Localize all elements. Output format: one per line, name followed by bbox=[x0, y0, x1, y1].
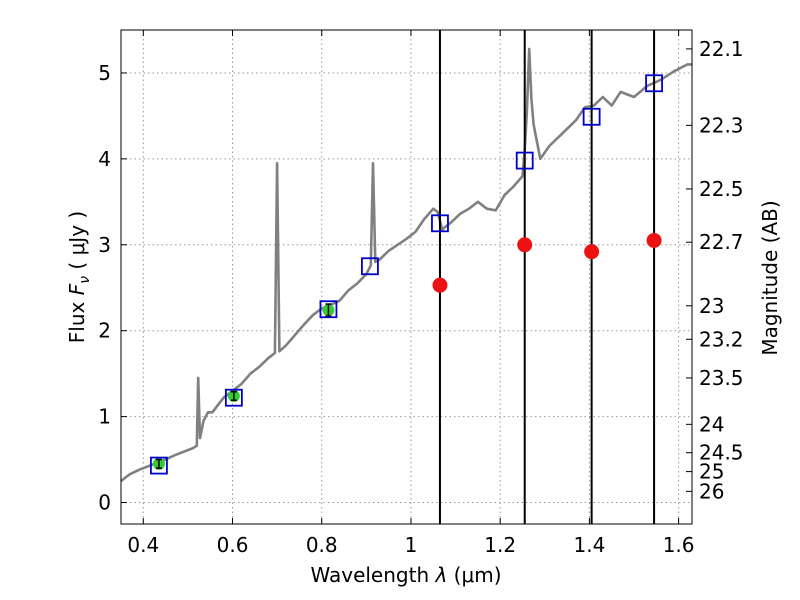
x-axis-label: Wavelength λ (μm) bbox=[310, 563, 501, 587]
y2-tick-label: 26 bbox=[699, 479, 724, 503]
model-box bbox=[515, 151, 534, 170]
spectrum-series bbox=[120, 47, 692, 483]
y-axis-label: Flux Fν ( μJy ) bbox=[65, 211, 93, 343]
spectrum-line bbox=[120, 47, 692, 483]
x-tick-label: 1.2 bbox=[484, 533, 516, 557]
vertical-lines bbox=[438, 30, 656, 524]
model-box bbox=[319, 300, 338, 319]
y2-tick-label: 24.5 bbox=[699, 441, 744, 465]
y2-axis-label: Magnitude (AB) bbox=[758, 200, 782, 355]
axis-ticks: 0.4 0.6 0.8 1 1.2 1.4 1.601234522.122.322.522.… bbox=[98, 30, 744, 557]
y-tick-label: 5 bbox=[98, 61, 111, 85]
y2-tick-label: 23 bbox=[699, 294, 724, 318]
y2-tick-label: 22.1 bbox=[699, 37, 744, 61]
y2-tick-label: 22.7 bbox=[699, 230, 744, 254]
red-point bbox=[432, 277, 448, 293]
model-box bbox=[224, 388, 243, 407]
x-tick-label: 0.6 bbox=[217, 533, 249, 557]
x-tick-label: 0.8 bbox=[306, 533, 338, 557]
x-tick-label: 0.4 bbox=[127, 533, 159, 557]
model-box bbox=[150, 456, 168, 475]
y2-tick-label: 22.3 bbox=[699, 113, 744, 137]
model-box bbox=[582, 107, 601, 126]
y-tick-label: 3 bbox=[98, 233, 111, 257]
y2-tick-label: 24 bbox=[699, 412, 724, 436]
y-tick-label: 2 bbox=[98, 319, 111, 343]
plot-frame bbox=[120, 29, 693, 525]
grid bbox=[121, 30, 692, 524]
markers bbox=[150, 74, 663, 475]
y2-tick-label: 22.5 bbox=[699, 177, 744, 201]
y-tick-label: 1 bbox=[98, 405, 111, 429]
y-tick-label: 0 bbox=[98, 491, 111, 515]
y2-tick-label: 25 bbox=[699, 460, 724, 484]
y2-tick-label: 23.5 bbox=[699, 366, 744, 390]
model-box bbox=[645, 74, 663, 93]
red-point bbox=[517, 237, 533, 253]
model-box bbox=[361, 257, 379, 276]
x-tick-label: 1.6 bbox=[663, 533, 695, 557]
red-point bbox=[646, 232, 662, 248]
red-point bbox=[584, 244, 600, 260]
y2-tick-label: 23.2 bbox=[699, 327, 744, 351]
y-tick-label: 4 bbox=[98, 147, 111, 171]
x-tick-label: 1.4 bbox=[573, 533, 605, 557]
x-tick-label: 1 bbox=[405, 533, 418, 557]
model-box bbox=[431, 214, 449, 233]
